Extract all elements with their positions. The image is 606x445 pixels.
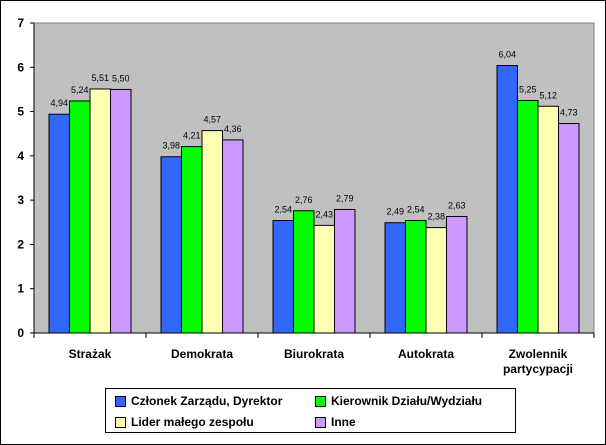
bar-1-series-4 — [110, 88, 132, 334]
legend-label-series-2: Kierownik Działu/Wydziału — [331, 394, 483, 408]
data-label-2-series-1: 3,98 — [162, 141, 180, 151]
data-label-1-series-2: 5,24 — [71, 85, 89, 95]
data-label-3-series-2: 2,76 — [295, 195, 313, 205]
legend-item-series-1: Członek Zarządu, Dyrektor — [115, 394, 282, 408]
legend-item-series-3: Lider małego zespołu — [115, 415, 254, 429]
bar-3-series-3 — [313, 224, 335, 334]
data-label-4-series-4: 2,63 — [448, 201, 466, 211]
data-label-2-series-2: 4,21 — [183, 131, 201, 141]
bar-4-series-1 — [384, 222, 406, 334]
data-label-5-series-4: 4,73 — [560, 108, 578, 118]
data-label-1-series-3: 5,51 — [91, 73, 109, 83]
bar-5-series-2 — [517, 100, 539, 334]
bar-3-series-2 — [293, 210, 315, 334]
y-tick-label-2: 2 — [17, 237, 24, 251]
bar-3-series-4 — [334, 208, 356, 334]
bar-1-series-3 — [89, 88, 111, 334]
legend-label-series-1: Członek Zarządu, Dyrektor — [131, 394, 283, 408]
legend-label-series-3: Lider małego zespołu — [131, 415, 254, 429]
data-label-2-series-4: 4,36 — [224, 124, 242, 134]
bar-1-series-2 — [69, 100, 91, 334]
legend-swatch-series-3 — [115, 416, 126, 428]
legend-swatch-series-2 — [315, 395, 326, 407]
bar-4-series-3 — [425, 227, 447, 334]
data-label-5-series-1: 6,04 — [498, 50, 516, 60]
legend-item-series-4: Inne — [315, 415, 356, 429]
bar-1-series-1 — [48, 113, 70, 334]
bar-4-series-4 — [446, 216, 468, 334]
data-label-4-series-3: 2,38 — [427, 212, 445, 222]
bar-2-series-1 — [160, 156, 182, 334]
bar-2-series-3 — [201, 130, 223, 334]
bar-5-series-1 — [496, 65, 518, 334]
category-label-1: Strażak — [69, 347, 112, 361]
y-tick-label-4: 4 — [17, 149, 24, 163]
y-tick-label-7: 7 — [17, 16, 24, 30]
y-tick-label-0: 0 — [17, 326, 24, 340]
data-label-1-series-4: 5,50 — [112, 73, 130, 83]
category-label-4: Autokrata — [398, 347, 454, 361]
chart-legend: Członek Zarządu, Dyrektor Kierownik Dzia… — [105, 388, 516, 433]
legend-label-series-4: Inne — [331, 415, 356, 429]
data-label-5-series-2: 5,25 — [519, 85, 537, 95]
y-tick-label-1: 1 — [17, 282, 24, 296]
data-label-3-series-1: 2,54 — [274, 205, 292, 215]
data-label-4-series-2: 2,54 — [407, 205, 425, 215]
legend-item-series-2: Kierownik Działu/Wydziału — [315, 394, 482, 408]
data-label-1-series-1: 4,94 — [50, 98, 68, 108]
category-label-5-line-1: Zwolennik — [509, 347, 568, 361]
bar-5-series-4 — [558, 123, 580, 334]
bar-4-series-2 — [405, 220, 427, 334]
legend-swatch-series-4 — [315, 416, 326, 428]
bar-2-series-2 — [181, 146, 203, 334]
data-label-3-series-3: 2,43 — [315, 209, 333, 219]
category-label-5-line-2: partycypacji — [503, 362, 573, 376]
bar-2-series-4 — [222, 139, 244, 334]
bar-3-series-1 — [272, 220, 294, 334]
y-tick-label-3: 3 — [17, 193, 24, 207]
category-label-3: Biurokrata — [284, 347, 344, 361]
category-label-2: Demokrata — [171, 347, 233, 361]
data-label-5-series-3: 5,12 — [539, 90, 557, 100]
y-tick-label-5: 5 — [17, 105, 24, 119]
legend-swatch-series-1 — [115, 395, 126, 407]
data-label-4-series-1: 2,49 — [386, 207, 404, 217]
y-tick-label-6: 6 — [17, 60, 24, 74]
bar-5-series-3 — [537, 105, 559, 334]
data-label-3-series-4: 2,79 — [336, 193, 354, 203]
data-label-2-series-3: 4,57 — [203, 115, 221, 125]
